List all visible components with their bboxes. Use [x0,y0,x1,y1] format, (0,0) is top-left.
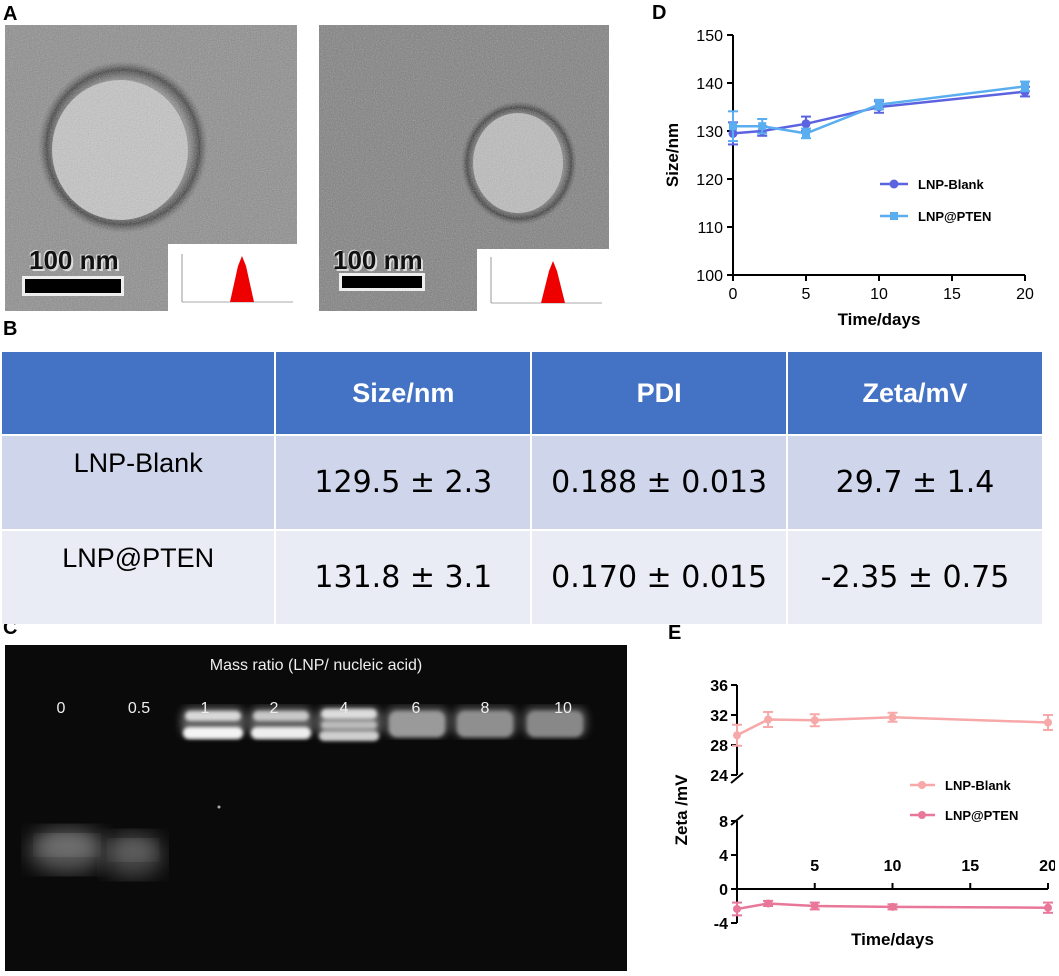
legend-marker [918,811,926,819]
data-point [764,715,773,724]
chart-e-svg: 24 28 32 36 -4 0 4 8 5 10 15 20 Time/days Zeta /mV LNP… [672,678,1057,949]
panel-label-e: E [668,622,682,644]
cell-zeta: 29.7 ± 1.4 [787,436,1042,529]
x-tick-label: 0 [729,286,738,303]
x-tick-label: 20 [1016,286,1034,303]
y-tick-label: 24 [710,768,728,785]
tem-micrograph [5,25,297,311]
panel-label-b: B [3,318,18,340]
y-axis-title: Zeta /mV [672,774,691,846]
data-point [733,904,741,913]
table-row: LNP-Blank 129.5 ± 2.3 0.188 ± 0.013 29.7… [2,436,1042,529]
row-label: LNP-Blank [2,436,275,529]
lane-label: 2 [269,700,279,717]
table-header-empty [2,352,275,434]
data-point [801,119,811,129]
cell-zeta: -2.35 ± 0.75 [787,531,1042,624]
cell-pdi: 0.170 ± 0.015 [532,531,786,624]
lane-label: 1 [200,700,210,717]
x-tick-label: 10 [870,286,888,303]
lane-label: 0 [56,700,66,717]
size-distribution-inset [168,244,297,311]
characterization-table: Size/nm PDI Zeta/mV LNP-Blank 129.5 ± 2.… [0,350,1044,626]
data-point [802,129,810,138]
tem-image-lnp-pten: 100 nm [319,25,609,311]
gel-title: Mass ratio (LNP/ nucleic acid) [209,657,423,674]
data-point [764,899,773,908]
x-axis-title: Time/days [838,310,921,329]
data-point [1044,903,1052,912]
y-tick-label: 120 [696,172,723,189]
scale-bar-label: 100 nm [333,245,423,275]
data-point [888,713,897,722]
cell-size: 129.5 ± 2.3 [276,436,531,529]
legend-marker [918,781,926,789]
x-tick-label: 10 [884,858,902,875]
y-tick-label: 36 [710,678,728,695]
data-point [758,122,767,131]
chart-zeta-vs-time: 24 28 32 36 -4 0 4 8 5 10 15 20 Time/days Zeta /mV LNP… [665,640,1057,970]
table-header-pdi: PDI [532,352,786,434]
scale-bar-label: 100 nm [29,245,119,275]
data-point [733,731,741,740]
gel-electrophoresis-image: Mass ratio (LNP/ nucleic acid) 0 0.5 1 2… [5,645,627,971]
data-point [1044,718,1052,727]
legend-label: LNP-Blank [945,778,1012,793]
y-tick-label: 28 [710,738,728,755]
data-point [888,902,897,911]
y-tick-label: -4 [714,916,728,933]
legend-label: LNP@PTEN [918,209,991,224]
x-tick-label: 15 [943,286,961,303]
lane-label: 0.5 [127,700,151,717]
panel-label-d: D [652,2,667,24]
size-distribution-inset [477,249,609,311]
lane-label: 4 [339,700,349,717]
lane-label: 8 [480,700,490,717]
scale-bar [339,273,425,291]
tem-image-lnp-blank: 100 nm [5,25,297,311]
data-point [729,122,737,131]
x-tick-label: 20 [1039,858,1055,875]
table-header-row: Size/nm PDI Zeta/mV [2,352,1042,434]
y-tick-label: 100 [696,268,723,285]
y-tick-label: 150 [696,28,723,45]
chart-d-svg: 100 110 120 130 140 150 0 5 10 15 20 Time/days Size/… [663,28,1034,329]
y-tick-label: 110 [697,220,723,237]
tem-micrograph [319,25,609,311]
x-tick-label: 5 [802,286,811,303]
y-tick-label: 130 [696,124,723,141]
table-header-zeta: Zeta/mV [787,352,1042,434]
data-point [1021,82,1029,91]
scale-bar [22,276,124,296]
axis-break-mark [730,772,744,784]
cell-pdi: 0.188 ± 0.013 [532,436,786,529]
table-header-size: Size/nm [276,352,531,434]
x-tick-label: 15 [961,858,979,875]
y-tick-label: 0 [719,882,728,899]
table-row: LNP@PTEN 131.8 ± 3.1 0.170 ± 0.015 -2.35… [2,531,1042,624]
lane-label: 6 [411,700,421,717]
y-tick-label: 8 [719,814,728,831]
y-tick-label: 4 [719,848,728,865]
y-tick-label: 140 [696,76,723,93]
y-tick-label: 32 [710,708,728,725]
gel-bands [5,645,627,971]
chart-size-vs-time: 100 110 120 130 140 150 0 5 10 15 20 Time/days Size/… [650,20,1050,340]
legend-label: LNP@PTEN [945,808,1018,823]
legend-marker [889,179,899,189]
lane-label: 10 [554,700,572,717]
x-tick-label: 5 [810,858,819,875]
panel-label-a: A [3,3,18,25]
data-point [810,716,819,725]
legend-label: LNP-Blank [918,177,985,192]
data-point [875,100,883,109]
y-axis-title: Size/nm [663,123,682,187]
x-axis-title: Time/days [851,930,934,949]
row-label: LNP@PTEN [2,531,275,624]
cell-size: 131.8 ± 3.1 [276,531,531,624]
data-point [810,902,819,910]
legend-marker [890,212,898,220]
